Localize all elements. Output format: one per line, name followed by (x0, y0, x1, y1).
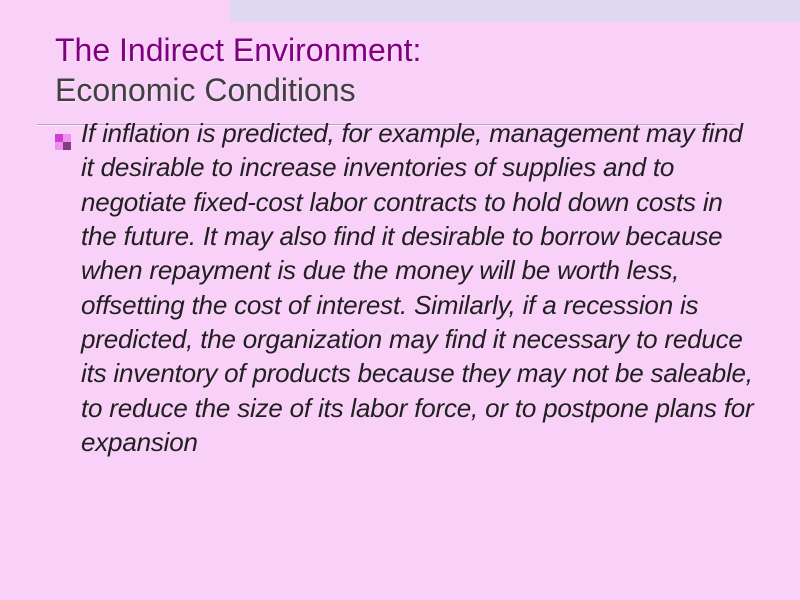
bullet-icon (55, 134, 71, 150)
title-line-2: Economic Conditions (55, 70, 755, 110)
bullet-row: If inflation is predicted, for example, … (55, 116, 755, 459)
slide-content: The Indirect Environment: Economic Condi… (0, 0, 800, 600)
bullet-text: If inflation is predicted, for example, … (81, 116, 755, 459)
title-line-1: The Indirect Environment: (55, 30, 755, 70)
